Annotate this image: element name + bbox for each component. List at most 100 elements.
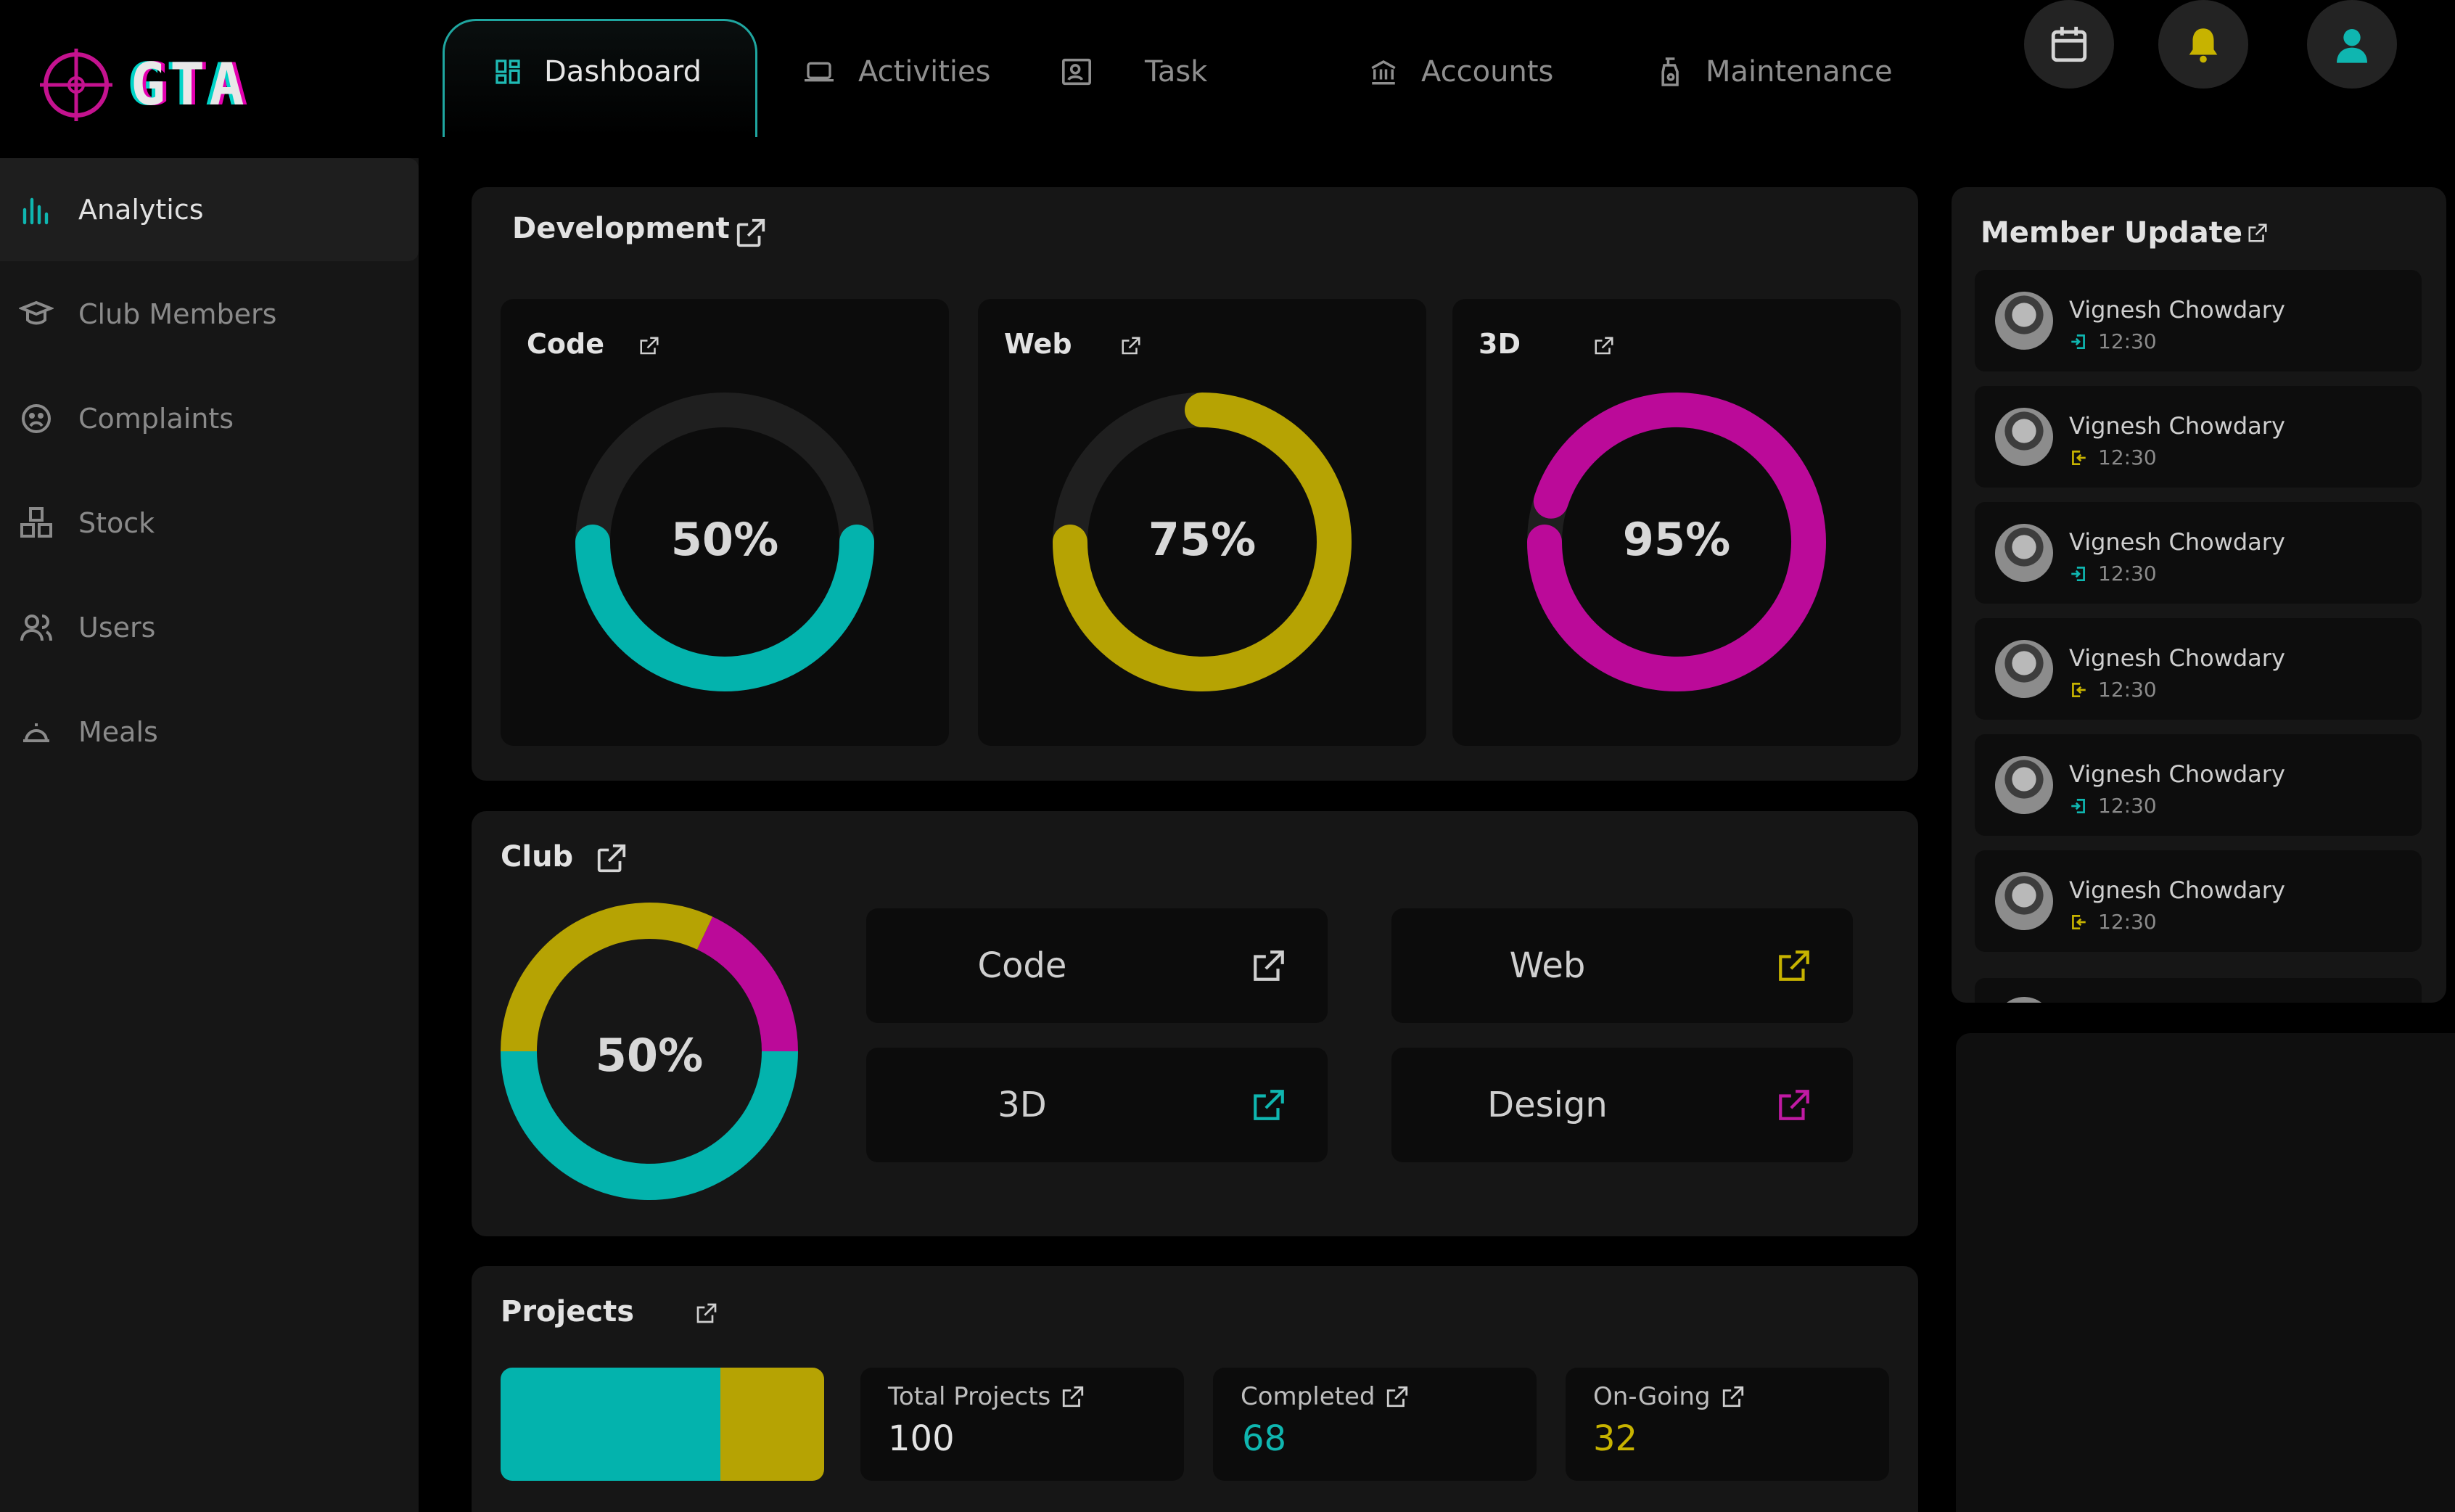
- external-link-icon: [1063, 1386, 1084, 1408]
- progress-ring: [575, 393, 874, 691]
- club-button-label: 3D: [998, 1085, 1047, 1125]
- club-button-web[interactable]: Web: [1391, 908, 1853, 1023]
- club-donut-segment: [501, 1051, 798, 1200]
- avatar: [1995, 640, 2053, 698]
- id-card-icon: [1062, 58, 1091, 86]
- projects-progress-bar: [501, 1368, 824, 1481]
- ring-progress-arc: [1527, 393, 1826, 691]
- member-list-item[interactable]: Vignesh Chowdary 12:30: [1975, 270, 2422, 371]
- logout-icon: [2072, 450, 2086, 465]
- tab-label: Dashboard: [544, 55, 702, 89]
- member-time: 12:30: [2098, 678, 2157, 702]
- external-link-icon[interactable]: [638, 335, 660, 357]
- member-list-item[interactable]: Vignesh Chowdary 12:30: [1975, 850, 2422, 952]
- stat-ongoing[interactable]: On-Going 32: [1566, 1368, 1889, 1481]
- dev-card-code[interactable]: Code 50%: [501, 299, 949, 746]
- club-button-3d[interactable]: 3D: [866, 1048, 1328, 1162]
- tab-accounts[interactable]: Accounts: [1368, 46, 1553, 97]
- club-donut-chart: [501, 903, 798, 1200]
- member-list-item[interactable]: Vignesh Chowdary 12:30: [1975, 618, 2422, 720]
- ring-percent: 95%: [1622, 513, 1731, 566]
- sad-face-icon: [22, 404, 51, 433]
- active-tab-frame: [443, 19, 757, 137]
- external-link-icon[interactable]: [734, 216, 768, 250]
- external-link-icon: [1779, 1090, 1809, 1120]
- sidebar-item-users[interactable]: Users: [0, 576, 419, 679]
- member-name: Vignesh Chowdary: [2069, 876, 2285, 904]
- profile-button[interactable]: [2307, 0, 2397, 89]
- bar-completed-segment: [501, 1368, 721, 1481]
- external-link-icon[interactable]: [2247, 222, 2269, 244]
- login-icon: [2071, 334, 2085, 349]
- progress-ring: [1053, 393, 1352, 691]
- calendar-icon: [2051, 26, 2087, 62]
- tab-maintenance[interactable]: Maintenance: [1658, 46, 1893, 97]
- calendar-button[interactable]: [2024, 0, 2114, 89]
- bar-ongoing-segment: [720, 1368, 824, 1481]
- club-percent: 50%: [595, 1029, 704, 1082]
- member-time: 12:30: [2098, 329, 2157, 353]
- login-icon: [2071, 798, 2085, 813]
- avatar: [1995, 756, 2053, 814]
- stat-value: 68: [1242, 1418, 1287, 1459]
- sidebar-item-label: Complaints: [78, 403, 234, 435]
- stat-total-projects[interactable]: Total Projects 100: [860, 1368, 1184, 1481]
- club-button-label: Design: [1487, 1085, 1608, 1125]
- dev-card-web[interactable]: Web 75%: [978, 299, 1426, 746]
- external-link-icon[interactable]: [595, 842, 628, 875]
- tab-task[interactable]: Task: [1059, 46, 1207, 97]
- external-link-icon[interactable]: [695, 1302, 718, 1325]
- logo-text: GTA: [131, 51, 249, 118]
- dev-card-3d[interactable]: 3D 95%: [1452, 299, 1901, 746]
- card-title: Web: [1004, 328, 1072, 360]
- member-time: 12:30: [2098, 794, 2157, 818]
- sidebar-item-label: Meals: [78, 716, 158, 748]
- sidebar-item-analytics[interactable]: Analytics: [0, 158, 419, 261]
- stat-value: 32: [1593, 1418, 1638, 1459]
- member-list-item[interactable]: Vignesh Chowdary 12:30: [1975, 386, 2422, 488]
- stat-completed[interactable]: Completed 68: [1213, 1368, 1537, 1481]
- tab-dashboard[interactable]: Dashboard: [493, 46, 702, 97]
- club-title: Club: [501, 840, 574, 874]
- club-donut-segment: [501, 903, 713, 1052]
- avatar: [1995, 997, 2053, 1003]
- boxes-icon: [20, 507, 52, 538]
- external-link-icon[interactable]: [1120, 335, 1142, 357]
- development-title: Development: [512, 212, 730, 245]
- card-title: 3D: [1479, 328, 1521, 360]
- external-link-icon: [1387, 1386, 1408, 1408]
- graduation-icon: [19, 300, 54, 325]
- avatar: [1995, 292, 2053, 350]
- member-name: Vignesh Chowdary: [2069, 644, 2285, 672]
- member-name: Vignesh Chowdary: [2069, 412, 2285, 440]
- member-list-item[interactable]: Vignesh Chowdary 12:30: [1975, 502, 2422, 604]
- member-list-item[interactable]: Vignesh Chowdary 12:30: [1975, 734, 2422, 836]
- tab-activities[interactable]: Activities: [802, 46, 990, 97]
- notifications-button[interactable]: [2158, 0, 2248, 89]
- avatar: [1995, 524, 2053, 582]
- sidebar-item-meals[interactable]: Meals: [0, 681, 419, 784]
- sidebar-item-label: Club Members: [78, 298, 277, 330]
- cloche-icon: [23, 723, 49, 742]
- member-time: 12:30: [2098, 910, 2157, 934]
- stat-label: Completed: [1241, 1382, 1375, 1411]
- bell-icon: [2189, 28, 2218, 63]
- stat-label: On-Going: [1593, 1382, 1711, 1411]
- app-logo[interactable]: GTA: [36, 45, 297, 125]
- user-icon: [2337, 29, 2367, 63]
- club-button-design[interactable]: Design: [1391, 1048, 1853, 1162]
- sidebar-item-label: Stock: [78, 507, 155, 539]
- tab-label: Activities: [858, 55, 991, 89]
- sidebar-item-club-members[interactable]: Club Members: [0, 263, 419, 366]
- stat-label: Total Projects: [888, 1382, 1051, 1411]
- club-button-code[interactable]: Code: [866, 908, 1328, 1023]
- bar-chart-icon: [22, 197, 49, 225]
- sidebar-item-stock[interactable]: Stock: [0, 472, 419, 575]
- card-title: Code: [527, 328, 604, 360]
- sidebar-item-complaints[interactable]: Complaints: [0, 367, 419, 470]
- member-name: Vignesh Chowdary: [2069, 528, 2285, 556]
- external-link-icon[interactable]: [1593, 335, 1615, 357]
- ring-percent: 50%: [670, 513, 779, 566]
- stat-value: 100: [888, 1418, 955, 1459]
- avatar: [1995, 872, 2053, 930]
